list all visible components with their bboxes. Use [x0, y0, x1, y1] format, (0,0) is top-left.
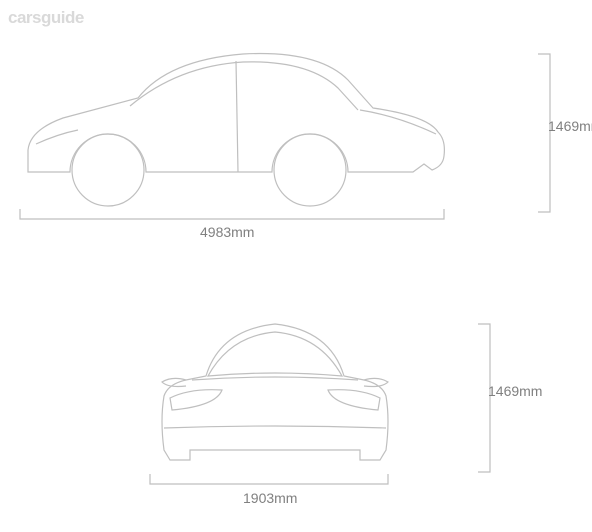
front-height-label: 1469mm [488, 383, 542, 399]
front-width-label: 1903mm [243, 490, 297, 506]
side-height-label: 1469mm [548, 118, 592, 134]
side-length-label: 4983mm [200, 224, 254, 240]
car-side-view [18, 40, 458, 210]
watermark: carsguide [8, 8, 84, 28]
car-front-view [150, 310, 400, 475]
side-height-bracket [538, 52, 558, 252]
front-height-bracket [478, 322, 498, 492]
diagram-canvas: carsguide 1469mm 4983mm [0, 0, 592, 532]
